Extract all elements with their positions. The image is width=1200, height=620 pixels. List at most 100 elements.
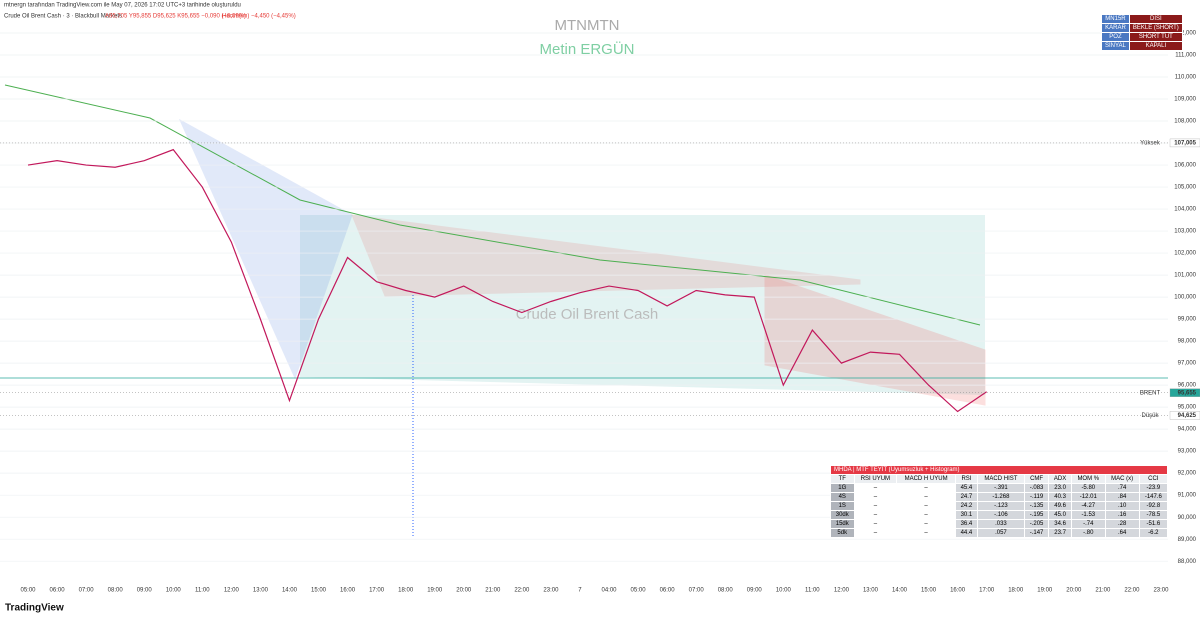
y-tick-label: 104,000 <box>1174 207 1196 213</box>
table-cell: -.74 <box>1070 519 1106 529</box>
table-row: 30dk – –30.1 -.106 -.195 45.0 -1.53.16 -78.5 <box>830 510 1169 520</box>
table-cell: 34.6 <box>1048 519 1072 529</box>
table-row: TF RSI UYUM MACD H UYUM RSI MACD HIST CMF ADX M… <box>830 474 1169 484</box>
y-tick-label: 112,000 <box>1175 31 1197 37</box>
x-tick-label: 21:00 <box>1095 588 1111 594</box>
price-tag-label: 107,005 <box>1174 141 1196 147</box>
table-row: 1S – –24.2 -.123 -.135 49.6 -4.27.10 -92.8 <box>830 501 1169 511</box>
table-row: 1G – –45.4 -.391 -.083 23.0 -5.80.74 -23.9 <box>830 483 1169 493</box>
table-cell: 49.6 <box>1048 501 1072 511</box>
x-tick-label: 17:00 <box>369 588 385 594</box>
table-cell: .033 <box>976 519 1025 529</box>
table-cell: – <box>853 501 898 511</box>
y-tick-label: 101,000 <box>1174 273 1196 279</box>
x-tick-label: 7 <box>578 588 582 594</box>
table-row: 5dk – –44.4.057 -.147 23.7 -.80.64 -6.2 <box>830 528 1169 538</box>
table-cell: 1G <box>830 483 855 493</box>
moving-average <box>4 84 981 326</box>
x-tick-label: 10:00 <box>776 588 792 594</box>
table-cell: -.123 <box>976 501 1025 511</box>
y-tick-label: 89,000 <box>1178 537 1197 543</box>
table-cell: -4.27 <box>1070 501 1106 511</box>
x-tick-label: 09:00 <box>747 588 763 594</box>
price-tag-name: Düşük <box>1141 413 1159 419</box>
x-tick-label: 16:00 <box>950 588 966 594</box>
x-tick-label: 05:00 <box>20 588 36 594</box>
x-tick-label: 14:00 <box>282 588 298 594</box>
table-cell: TF <box>830 474 855 484</box>
watermark: MTNMTN <box>555 17 620 34</box>
table-cell: -.391 <box>976 483 1025 493</box>
y-tick-label: 102,000 <box>1174 251 1196 257</box>
y-tick-label: 111,000 <box>1175 53 1196 59</box>
table-cell: CCI <box>1138 474 1169 484</box>
table-cell: -51.6 <box>1138 519 1169 529</box>
price-line <box>27 148 987 413</box>
x-tick-label: 18:00 <box>398 588 414 594</box>
y-tick-label: 100,000 <box>1174 295 1196 301</box>
y-tick-label: 95,000 <box>1178 405 1197 411</box>
y-tick-label: 99,000 <box>1178 317 1197 323</box>
table-cell: -12.01 <box>1070 492 1106 502</box>
x-tick-label: 06:00 <box>660 588 676 594</box>
table-cell: KARAR <box>1101 23 1130 33</box>
symbol: Crude Oil Brent Cash · 3 · Blackbull Mar… <box>4 14 122 20</box>
x-tick-label: 13:00 <box>863 588 879 594</box>
table-cell: BEKLE (SHORT) <box>1128 23 1183 33</box>
x-tick-label: 14:00 <box>892 588 908 594</box>
table-cell: 23.0 <box>1048 483 1072 493</box>
x-tick-label: 06:00 <box>50 588 66 594</box>
table-cell: -.135 <box>1023 501 1050 511</box>
table-cell: 1S <box>830 501 855 511</box>
price-tag-label: 95,655 <box>1178 390 1197 396</box>
x-tick-label: 15:00 <box>311 588 327 594</box>
x-tick-label: 20:00 <box>1066 588 1082 594</box>
table-cell: -.147 <box>1023 528 1050 538</box>
y-tick-label: 110,000 <box>1175 75 1197 81</box>
y-tick-label: 88,000 <box>1178 559 1197 565</box>
x-tick-label: 22:00 <box>514 588 530 594</box>
table-row: POZ SHORT TUT <box>1101 32 1183 42</box>
table-cell: -.80 <box>1070 528 1106 538</box>
table-cell: .28 <box>1104 519 1140 529</box>
table-cell: SİNYAL <box>1101 41 1130 51</box>
y-tick-label: 105,000 <box>1174 185 1196 191</box>
table-cell: RSI <box>954 474 978 484</box>
table-cell: .84 <box>1104 492 1140 502</box>
x-tick-label: 22:00 <box>1124 588 1140 594</box>
y-tick-label: 96,000 <box>1178 383 1197 389</box>
watermark: Crude Oil Brent Cash <box>516 306 659 323</box>
status-table: MN15R DİSİ KARAR BEKLE (SHORT) POZ SHORT TUT S… <box>1101 14 1183 51</box>
price-tag-label: 94,625 <box>1178 413 1197 419</box>
table-cell: -.119 <box>1023 492 1050 502</box>
table-cell: .74 <box>1104 483 1140 493</box>
x-tick-label: 12:00 <box>834 588 850 594</box>
table-cell: – <box>853 510 898 520</box>
table-row: KARAR BEKLE (SHORT) <box>1101 23 1183 33</box>
y-tick-label: 94,000 <box>1178 427 1197 433</box>
x-tick-label: 21:00 <box>485 588 501 594</box>
pattern-channel <box>351 214 861 297</box>
table-cell: – <box>896 483 956 493</box>
y-tick-label: 108,000 <box>1174 119 1196 125</box>
pattern-triangle <box>178 118 353 380</box>
x-tick-label: 08:00 <box>718 588 734 594</box>
table-cell: 4S <box>830 492 855 502</box>
y-tick-label: 93,000 <box>1178 449 1197 455</box>
table-cell: -.106 <box>976 510 1025 520</box>
table-cell: 30.1 <box>954 510 978 520</box>
table-cell: .057 <box>976 528 1025 538</box>
x-tick-label: 07:00 <box>79 588 95 594</box>
x-tick-label: 15:00 <box>921 588 937 594</box>
table-cell: POZ <box>1101 32 1130 42</box>
brand: TradingView <box>5 603 64 614</box>
table-cell: -6.2 <box>1138 528 1169 538</box>
table-cell: -5.80 <box>1070 483 1106 493</box>
table-cell: -78.5 <box>1138 510 1169 520</box>
credit: mtnergn tarafından TradingView.com ile M… <box>4 3 241 9</box>
table-cell: MACD H UYUM <box>896 474 956 484</box>
table-cell: -23.9 <box>1138 483 1169 493</box>
y-tick-label: 92,000 <box>1178 471 1197 477</box>
table-cell: ADX <box>1048 474 1072 484</box>
